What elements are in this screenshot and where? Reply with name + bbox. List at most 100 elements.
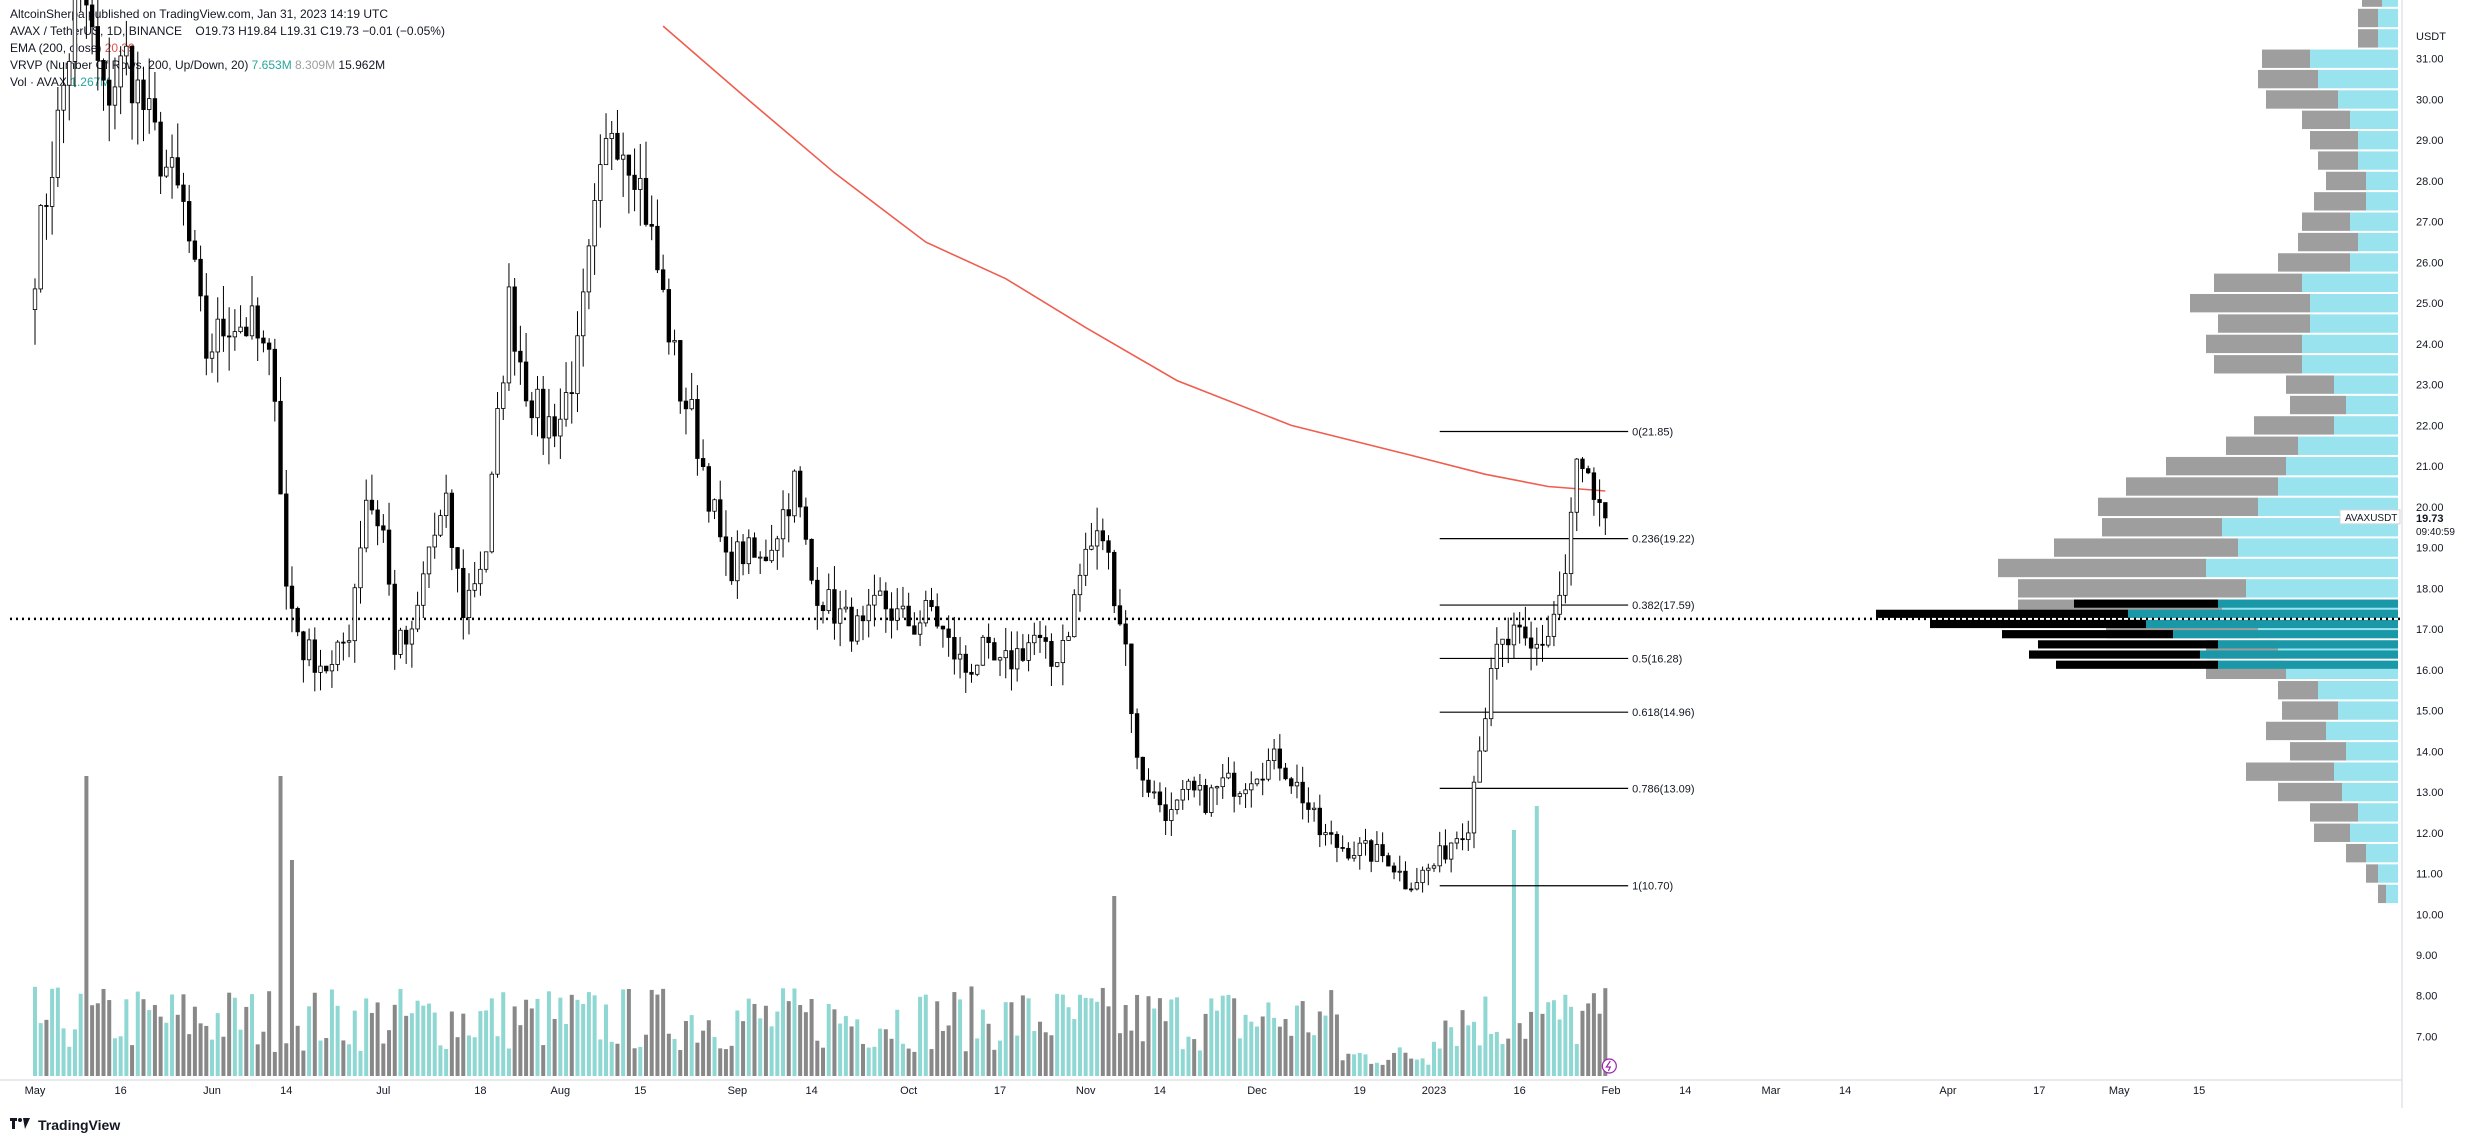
symbol-tag-box — [2339, 509, 2401, 525]
candle-body — [1254, 778, 1260, 785]
volume-profile-up-row — [2302, 334, 2398, 354]
candle-body — [929, 600, 934, 608]
fib-level-label: 0(21.85) — [1632, 427, 1673, 439]
candle-body — [792, 470, 797, 517]
volume-bar — [632, 1048, 637, 1076]
volume-profile-down-row — [2314, 192, 2366, 211]
candle-body — [786, 509, 791, 517]
price-tick-label: 14.00 — [2416, 746, 2444, 758]
time-tick-label: Nov — [1076, 1085, 1096, 1097]
volume-bar — [1186, 1036, 1191, 1076]
volume-profile-down-row — [1998, 558, 2206, 578]
volume-bar — [1414, 1059, 1419, 1076]
volume-legend-row[interactable]: Vol · AVAX 1.267M — [10, 74, 445, 91]
candle-body — [129, 45, 135, 104]
volume-bar — [495, 1036, 500, 1076]
volume-bar — [478, 1011, 483, 1076]
volume-profile-up-row — [2206, 558, 2398, 578]
price-tick-label: 23.00 — [2416, 380, 2444, 392]
candle-body — [352, 587, 357, 642]
volume-profile-poc-down-row — [2074, 599, 2218, 608]
volume-bar — [1586, 1003, 1591, 1076]
candle-body — [449, 492, 455, 548]
volume-profile-up-row — [2358, 232, 2398, 252]
candle-body — [1203, 785, 1208, 813]
candle-body — [1483, 718, 1488, 752]
candle-body — [1454, 838, 1460, 844]
price-tick-label: 28.00 — [2416, 176, 2444, 188]
price-tick-label: 19.00 — [2416, 543, 2444, 555]
ema-200-line — [662, 25, 1606, 492]
candle-body — [1209, 787, 1214, 813]
volume-bar — [318, 1040, 323, 1076]
candle-body — [1066, 636, 1071, 641]
volume-bar — [449, 1011, 454, 1076]
volume-bar — [958, 999, 963, 1076]
volume-bar — [666, 1033, 671, 1076]
time-tick-label: Aug — [551, 1085, 571, 1097]
candle-body — [226, 335, 232, 338]
volume-bar — [101, 988, 106, 1076]
candle-body — [940, 625, 946, 630]
volume-bar — [301, 1050, 306, 1076]
volume-profile-down-row — [2318, 151, 2358, 170]
publish-line: AltcoinSherpa published on TradingView.c… — [10, 7, 389, 21]
volume-bar — [695, 1042, 700, 1076]
ema-label[interactable]: EMA (200, close) — [10, 41, 102, 55]
volume-profile-down-row — [2310, 131, 2358, 150]
candle-body — [518, 350, 523, 363]
volume-bar — [375, 1002, 380, 1076]
candle-body — [1277, 748, 1283, 769]
volume-bar — [1403, 1052, 1408, 1076]
candle-body — [1214, 786, 1220, 789]
candle-body — [1152, 791, 1157, 794]
volume-bar — [438, 1045, 443, 1076]
candle-body — [1380, 844, 1385, 857]
candle-body — [666, 289, 672, 343]
volume-bar — [158, 1016, 163, 1076]
last-price-label: 19.73 — [2416, 513, 2444, 525]
candle-body — [1329, 832, 1334, 835]
volume-bar — [975, 1038, 980, 1076]
volume-bar — [50, 988, 55, 1076]
candle-body — [369, 499, 375, 511]
volume-bar — [61, 1028, 66, 1076]
volume-bar — [112, 1038, 117, 1076]
volume-profile-up-row — [2334, 375, 2398, 394]
candle-body — [432, 534, 437, 548]
volume-bar — [404, 1015, 409, 1076]
candle-body — [1323, 832, 1328, 836]
candle-body — [49, 176, 55, 207]
volume-bar — [1106, 1006, 1111, 1076]
volume-bar — [552, 1018, 557, 1076]
candle-body — [769, 549, 774, 562]
time-tick-label: 2023 — [1422, 1085, 1446, 1097]
volume-bar — [735, 1010, 740, 1076]
candle-body — [883, 590, 888, 610]
candle-body — [969, 671, 974, 675]
tradingview-logo-text[interactable]: TradingView — [38, 1116, 121, 1133]
candle-body — [1506, 638, 1511, 646]
candle-body — [238, 326, 243, 333]
volume-bar — [906, 1048, 911, 1076]
volume-bar — [295, 1025, 300, 1076]
candle-body — [843, 606, 849, 610]
volume-profile-down-row — [2314, 823, 2350, 842]
candle-body — [946, 628, 951, 638]
tradingview-logo-icon[interactable] — [10, 1116, 32, 1133]
volume-profile-up-row — [2350, 110, 2398, 130]
candle-body — [917, 622, 923, 635]
volume-bar — [1060, 994, 1065, 1076]
candle-body — [655, 225, 660, 271]
candle-body — [175, 157, 180, 186]
candle-body — [1500, 638, 1505, 645]
volume-profile-down-row — [2358, 29, 2378, 48]
volume-bar — [1426, 1064, 1431, 1076]
volume-bar — [1460, 1010, 1465, 1076]
volume-label[interactable]: Vol · AVAX — [10, 75, 67, 89]
volume-bar — [427, 1003, 432, 1076]
volume-bar — [878, 1028, 883, 1076]
volume-bar — [1083, 997, 1088, 1076]
volume-bar — [1466, 1025, 1471, 1076]
